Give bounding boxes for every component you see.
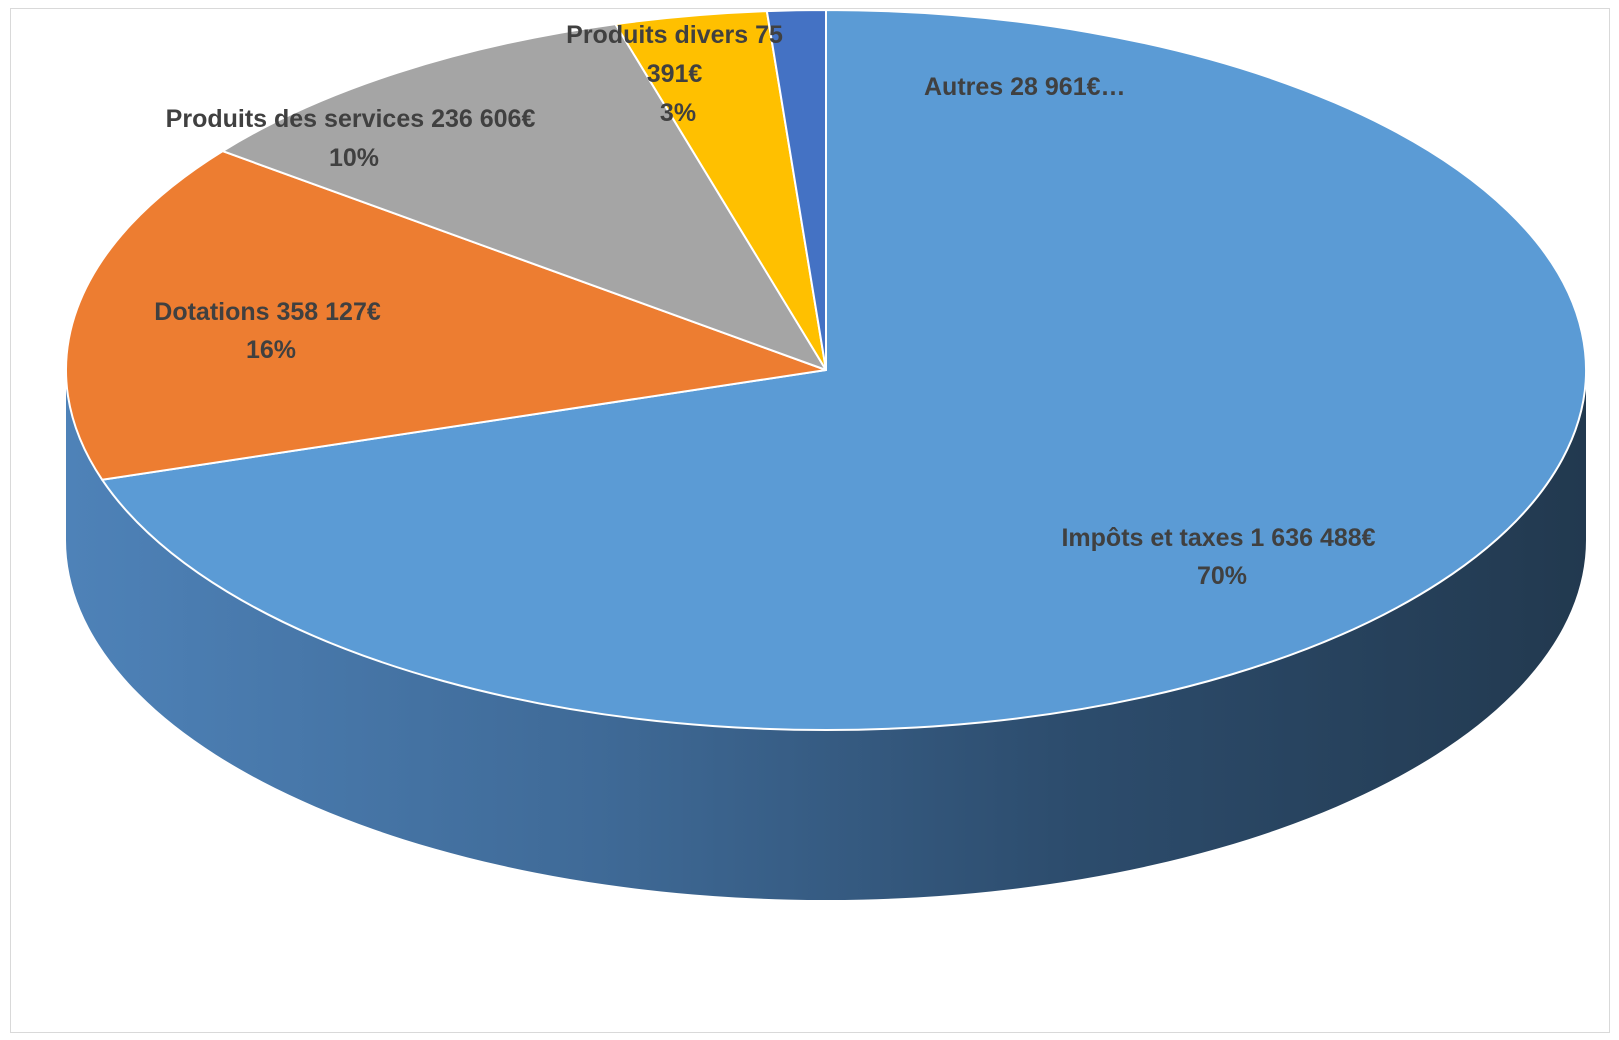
data-label-dotations-line1: Dotations 358 127€ xyxy=(154,298,381,326)
pie-slice-dotations xyxy=(65,150,827,481)
data-label-divers-line2: 391€ xyxy=(647,60,703,88)
data-label-services-line2: 10% xyxy=(329,144,379,172)
data-label-dotations-line2: 16% xyxy=(246,336,296,364)
data-labels: Impôts et taxes 1 636 488€ 70% Dotations… xyxy=(154,21,1382,590)
data-label-autres: Autres 28 961€… xyxy=(924,73,1126,101)
pie-side-wall xyxy=(66,370,1586,900)
data-label-divers-line1: Produits divers 75 xyxy=(566,21,783,49)
data-label-divers-line3: 3% xyxy=(660,99,696,127)
data-label-dotations: Dotations 358 127€ 16% xyxy=(154,298,387,364)
data-label-impots-line1: Impôts et taxes 1 636 488€ xyxy=(1061,524,1375,552)
data-label-impots: Impôts et taxes 1 636 488€ 70% xyxy=(1061,524,1382,590)
pie-slice-services xyxy=(221,23,827,371)
data-label-services-line1: Produits des services 236 606€ xyxy=(166,105,536,133)
data-label-produits-divers: Produits divers 75 391€ 3% xyxy=(566,21,790,127)
pie-slice-autres xyxy=(765,9,827,371)
pie-top-layer xyxy=(65,9,1587,731)
pie-side-layer xyxy=(66,370,1586,900)
data-label-services: Produits des services 236 606€ 10% xyxy=(166,105,543,172)
data-label-autres-line1: Autres 28 961€… xyxy=(924,73,1126,101)
data-label-impots-line2: 70% xyxy=(1197,562,1247,590)
pie-slice-impots xyxy=(101,9,1587,731)
